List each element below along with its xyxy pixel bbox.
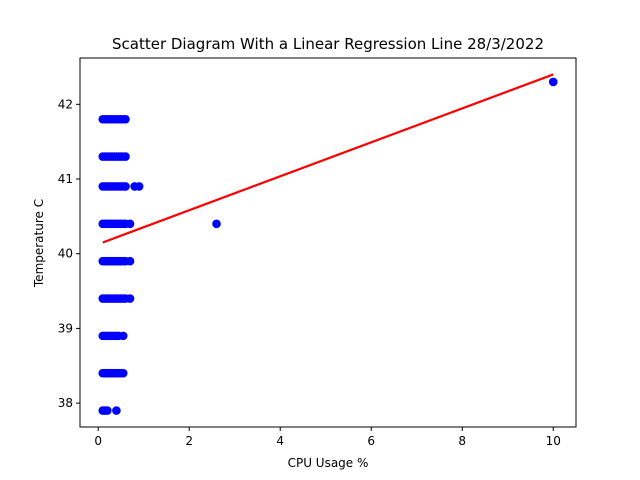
data-point	[125, 256, 135, 266]
data-point	[103, 406, 112, 415]
chart-title: Scatter Diagram With a Linear Regression…	[112, 35, 544, 53]
data-point	[121, 114, 130, 124]
data-point	[118, 331, 128, 341]
x-axis-label: CPU Usage %	[288, 456, 369, 470]
data-point	[212, 219, 221, 229]
y-tick-label: 39	[58, 321, 73, 335]
data-point	[121, 152, 130, 161]
x-tick-label: 10	[546, 434, 561, 448]
x-tick-label: 2	[185, 434, 193, 448]
y-tick-label: 41	[58, 172, 73, 186]
data-point	[134, 182, 144, 191]
x-tick-label: 0	[94, 434, 102, 448]
x-tick-label: 4	[276, 434, 284, 448]
data-point	[121, 182, 130, 191]
data-point	[548, 77, 558, 87]
x-tick-label: 6	[367, 434, 375, 448]
data-point	[118, 368, 128, 378]
plot-area	[98, 73, 558, 415]
plot-frame	[79, 57, 577, 428]
data-point	[125, 294, 135, 303]
y-tick-label: 38	[58, 396, 73, 410]
x-tick-label: 8	[458, 434, 466, 448]
data-point	[125, 219, 135, 229]
data-point	[112, 406, 121, 415]
y-axis-label: Temperature C	[32, 199, 46, 288]
regression-line	[102, 73, 554, 244]
y-tick-label: 42	[58, 97, 73, 111]
y-tick-label: 40	[58, 247, 73, 261]
axis-ticks: 0 2 4 6 8 10 38 39 40 41 42	[58, 97, 561, 448]
